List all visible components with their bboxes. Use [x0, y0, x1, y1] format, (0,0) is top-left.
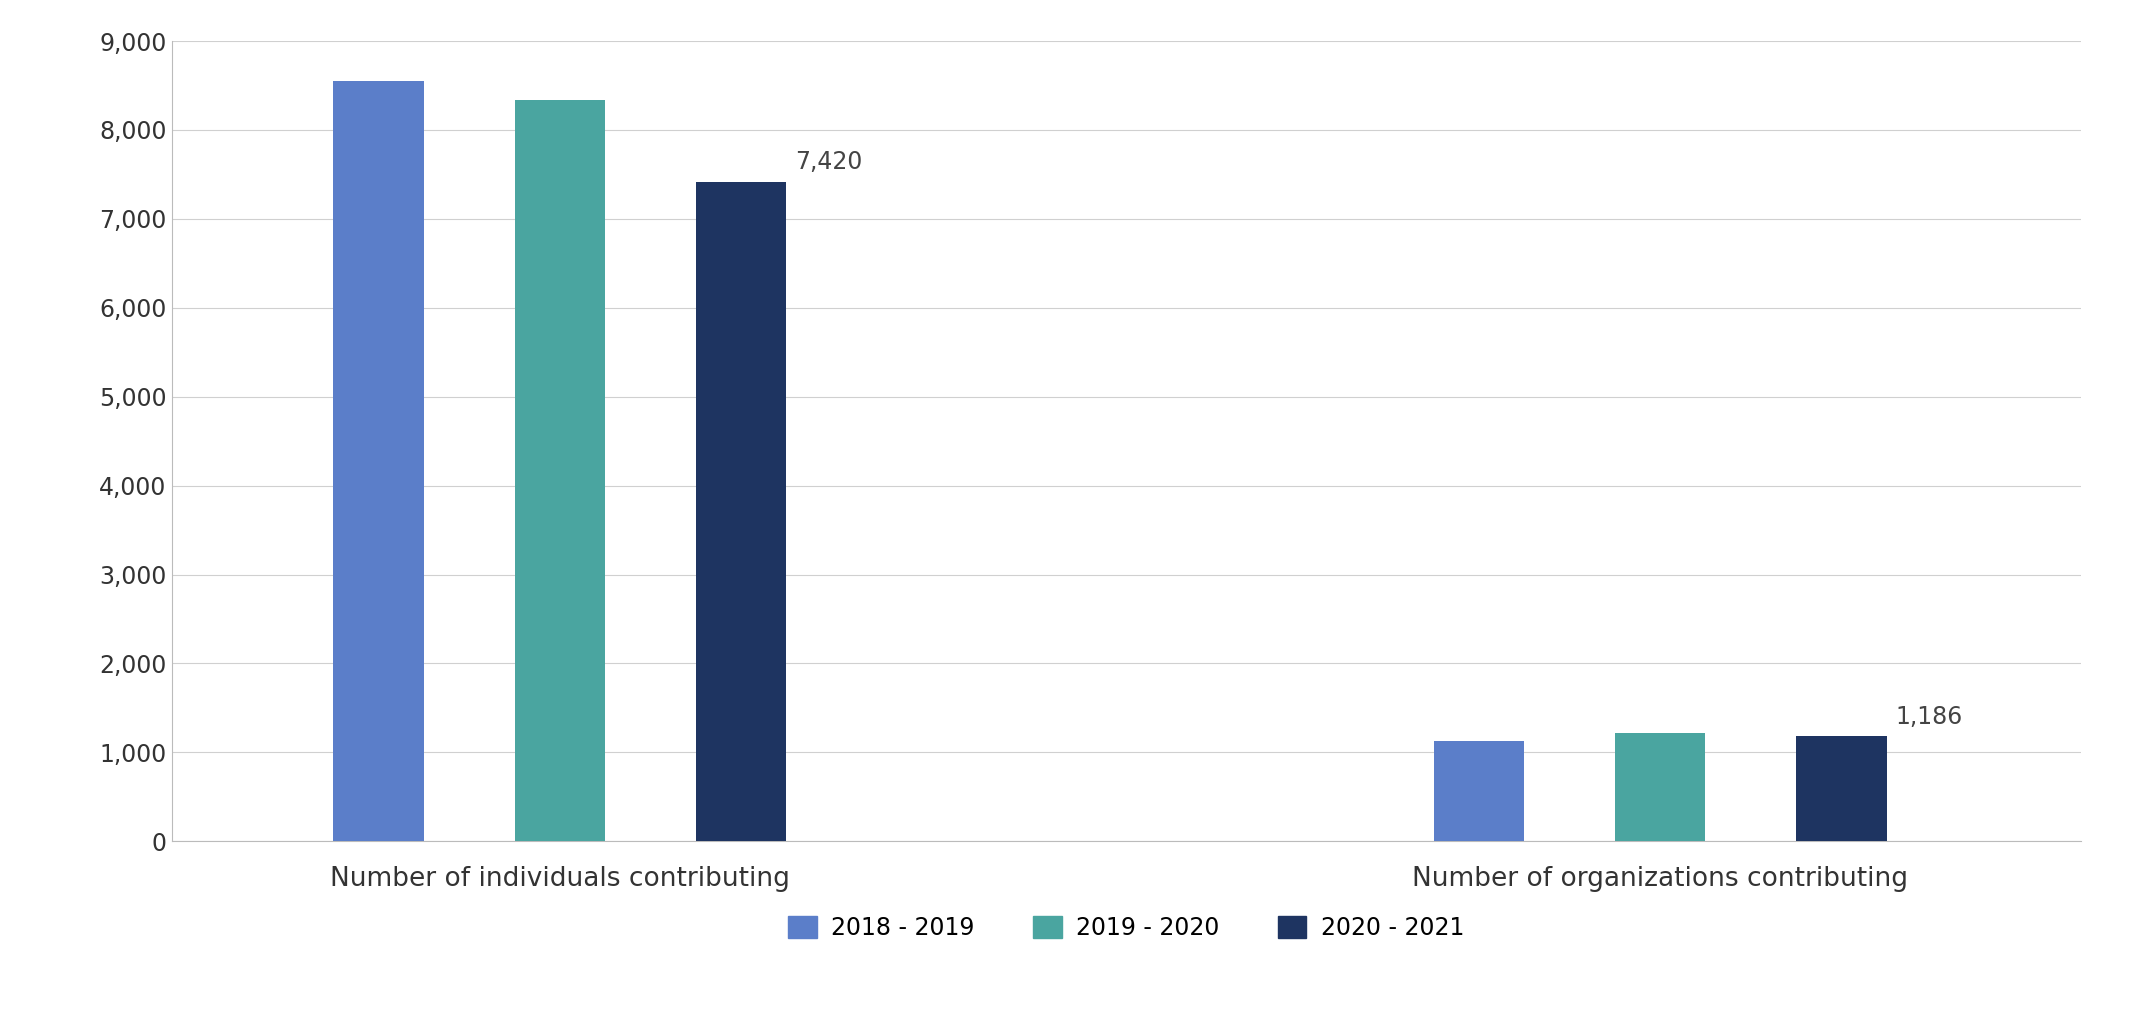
Bar — [332, 81, 425, 841]
Text: 1,186: 1,186 — [1896, 705, 1963, 728]
Bar — [695, 182, 787, 841]
Bar — [1615, 733, 1705, 841]
Bar — [1433, 741, 1525, 841]
Bar — [515, 100, 605, 841]
Text: 7,420: 7,420 — [796, 151, 862, 174]
Bar — [1795, 736, 1885, 841]
Legend: 2018 - 2019, 2019 - 2020, 2020 - 2021: 2018 - 2019, 2019 - 2020, 2020 - 2021 — [779, 907, 1474, 949]
